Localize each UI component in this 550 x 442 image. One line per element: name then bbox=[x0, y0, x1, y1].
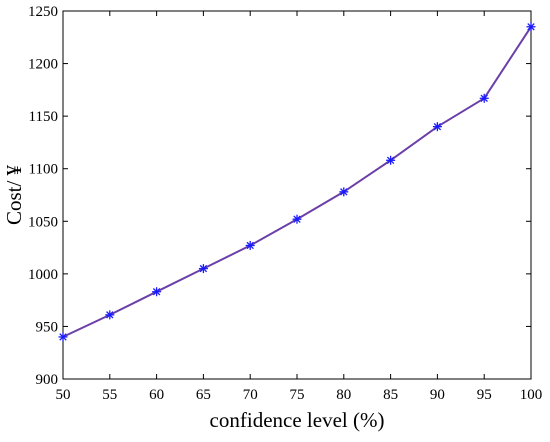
series-layer bbox=[58, 22, 536, 342]
y-tick-label: 1050 bbox=[28, 214, 58, 230]
y-axis-label: Cost/ ¥ bbox=[2, 164, 26, 225]
x-tick-label: 80 bbox=[336, 387, 351, 403]
x-tick-label: 50 bbox=[56, 387, 71, 403]
data-point-marker bbox=[58, 332, 68, 342]
data-point-marker bbox=[198, 264, 208, 274]
data-point-marker bbox=[526, 22, 536, 32]
y-tick-label: 950 bbox=[36, 319, 59, 335]
data-point-marker bbox=[432, 122, 442, 132]
data-point-marker bbox=[105, 310, 115, 320]
x-tick-label: 70 bbox=[243, 387, 258, 403]
y-tick-label: 1000 bbox=[28, 267, 58, 283]
x-tick-label: 90 bbox=[430, 387, 445, 403]
x-tick-label: 95 bbox=[477, 387, 492, 403]
y-tick-label: 1250 bbox=[28, 4, 58, 20]
y-tick-label: 900 bbox=[36, 372, 59, 388]
data-point-marker bbox=[386, 155, 396, 165]
data-point-marker bbox=[479, 93, 489, 103]
x-tick-label: 60 bbox=[149, 387, 164, 403]
data-point-marker bbox=[292, 214, 302, 224]
data-point-marker bbox=[152, 287, 162, 297]
y-tick-label: 1200 bbox=[28, 57, 58, 73]
ticks-layer: 50 55 60 65 70 75 80 85 90 95 100 900 950 1000 1050 110… bbox=[28, 4, 542, 403]
x-tick-label: 55 bbox=[102, 387, 117, 403]
x-tick-label: 75 bbox=[290, 387, 305, 403]
x-axis-label: confidence level (%) bbox=[210, 408, 385, 432]
data-point-marker bbox=[245, 240, 255, 250]
data-point-marker bbox=[339, 187, 349, 197]
x-tick-label: 85 bbox=[383, 387, 398, 403]
x-tick-label: 65 bbox=[196, 387, 211, 403]
y-tick-label: 1100 bbox=[29, 162, 58, 178]
y-tick-label: 1150 bbox=[29, 109, 58, 125]
plot-area bbox=[62, 10, 532, 380]
x-tick-label: 100 bbox=[520, 387, 543, 403]
